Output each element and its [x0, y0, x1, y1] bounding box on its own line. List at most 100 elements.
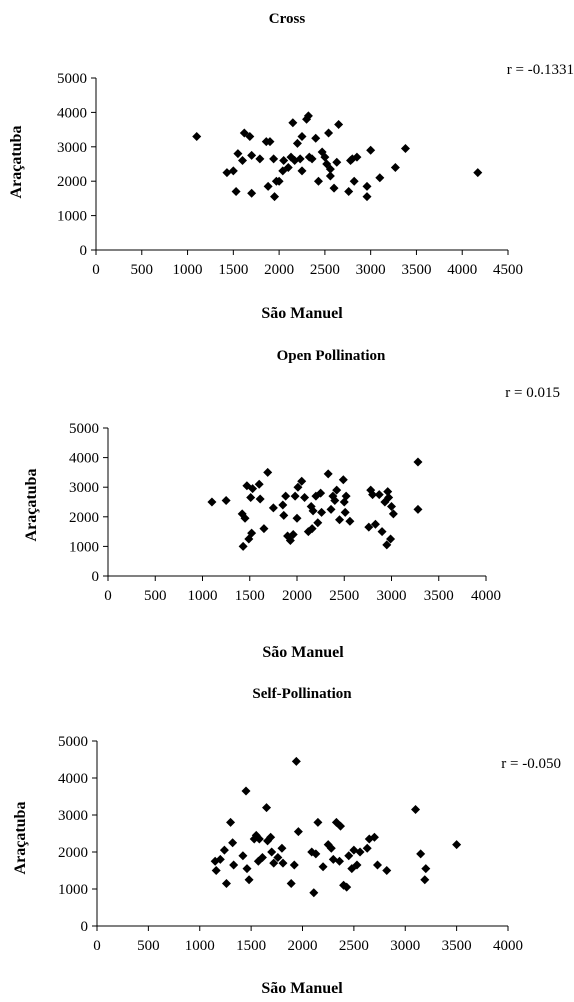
y-tick-label: 3000: [57, 140, 87, 156]
data-point: [247, 188, 257, 198]
data-point: [265, 137, 275, 147]
data-point: [292, 513, 302, 523]
x-tick-label: 3000: [356, 262, 386, 278]
y-tick-label: 0: [81, 919, 89, 935]
data-point: [297, 476, 307, 486]
data-point: [266, 832, 276, 842]
y-axis-label: Araçatuba: [8, 126, 25, 199]
data-point: [248, 484, 258, 494]
data-point: [411, 804, 421, 814]
data-point: [237, 156, 247, 166]
data-point: [413, 504, 423, 514]
data-point: [325, 164, 335, 174]
data-point: [370, 519, 380, 529]
x-tick-label: 3500: [401, 262, 431, 278]
data-point: [257, 853, 267, 863]
data-point: [349, 176, 359, 186]
x-axis-label: São Manuel: [262, 644, 344, 661]
correlation-annotation: r = 0.015: [505, 385, 560, 401]
x-tick-label: 2500: [310, 262, 340, 278]
data-point: [254, 479, 264, 489]
data-point: [292, 138, 302, 148]
data-point: [293, 827, 303, 837]
data-point: [274, 176, 284, 186]
x-tick-label: 2500: [329, 588, 359, 604]
data-point: [279, 510, 289, 520]
data-point: [229, 860, 239, 870]
data-point: [386, 534, 396, 544]
data-point: [221, 496, 231, 506]
data-point: [247, 528, 257, 538]
data-point: [330, 496, 340, 506]
data-point: [329, 183, 339, 193]
y-tick-label: 5000: [58, 734, 88, 750]
data-point: [387, 501, 396, 511]
data-point: [338, 475, 348, 485]
data-point: [344, 851, 354, 861]
data-point: [326, 504, 336, 514]
y-tick-label: 3000: [69, 480, 99, 496]
chart-title: Cross: [269, 11, 306, 27]
data-point: [269, 858, 279, 868]
x-tick-label: 1500: [235, 588, 265, 604]
data-point: [290, 491, 300, 501]
data-point: [318, 862, 328, 872]
data-point: [238, 851, 248, 861]
data-point: [222, 168, 232, 178]
data-point: [233, 149, 243, 159]
data-point: [413, 457, 423, 467]
chart-title: Self-Pollination: [252, 686, 352, 702]
data-point: [259, 524, 269, 534]
correlation-annotation: r = -0.1331: [507, 62, 574, 78]
data-point: [375, 173, 385, 183]
data-point: [263, 181, 273, 191]
data-point: [366, 145, 376, 155]
data-point: [369, 832, 379, 842]
y-tick-label: 4000: [58, 771, 88, 787]
data-point: [268, 503, 278, 513]
x-tick-label: 2000: [282, 588, 312, 604]
y-axis-label: Araçatuba: [23, 469, 40, 542]
data-point: [270, 192, 280, 202]
data-point: [320, 152, 330, 162]
data-point: [286, 878, 296, 888]
x-tick-label: 3500: [442, 938, 472, 954]
y-tick-label: 5000: [57, 71, 87, 87]
data-point: [293, 482, 303, 492]
data-point: [452, 840, 462, 850]
data-point: [355, 847, 365, 857]
x-tick-label: 1500: [236, 938, 266, 954]
data-point: [373, 860, 383, 870]
plot-area: 0 1000 2000 3000 4000 5000 0 500 1000 1500 2000 250…: [57, 71, 523, 278]
data-point: [473, 168, 483, 178]
plot-area: 0 1000 2000 3000 4000 5000 0 500 1000 1500 2000 250…: [58, 734, 523, 954]
data-point: [326, 843, 336, 853]
x-tick-label: 0: [93, 938, 101, 954]
data-point: [246, 493, 256, 503]
y-tick-label: 0: [80, 243, 88, 259]
chart-open-pollination: Open Pollination r = 0.015 Araçatuba São…: [23, 348, 560, 661]
y-tick-label: 0: [92, 569, 100, 585]
chart-cross: Cross r = -0.1331 Araçatuba São Manuel 0…: [8, 11, 574, 322]
data-point: [269, 154, 279, 164]
x-tick-label: 4000: [471, 588, 501, 604]
data-point: [254, 834, 264, 844]
data-point: [313, 817, 323, 827]
x-tick-label: 2000: [264, 262, 294, 278]
x-tick-label: 1000: [173, 262, 203, 278]
x-tick-label: 4000: [447, 262, 477, 278]
x-tick-label: 0: [104, 588, 112, 604]
y-tick-label: 2000: [58, 845, 88, 861]
data-point: [291, 756, 301, 766]
data-point: [352, 860, 362, 870]
x-tick-label: 4500: [493, 262, 523, 278]
data-point: [307, 524, 317, 534]
y-tick-label: 1000: [57, 209, 87, 225]
data-point: [400, 144, 410, 154]
data-point: [368, 490, 378, 500]
data-point: [352, 152, 362, 162]
data-point: [255, 494, 265, 504]
data-point: [300, 493, 310, 503]
data-point: [340, 507, 350, 517]
data-point: [325, 171, 335, 181]
